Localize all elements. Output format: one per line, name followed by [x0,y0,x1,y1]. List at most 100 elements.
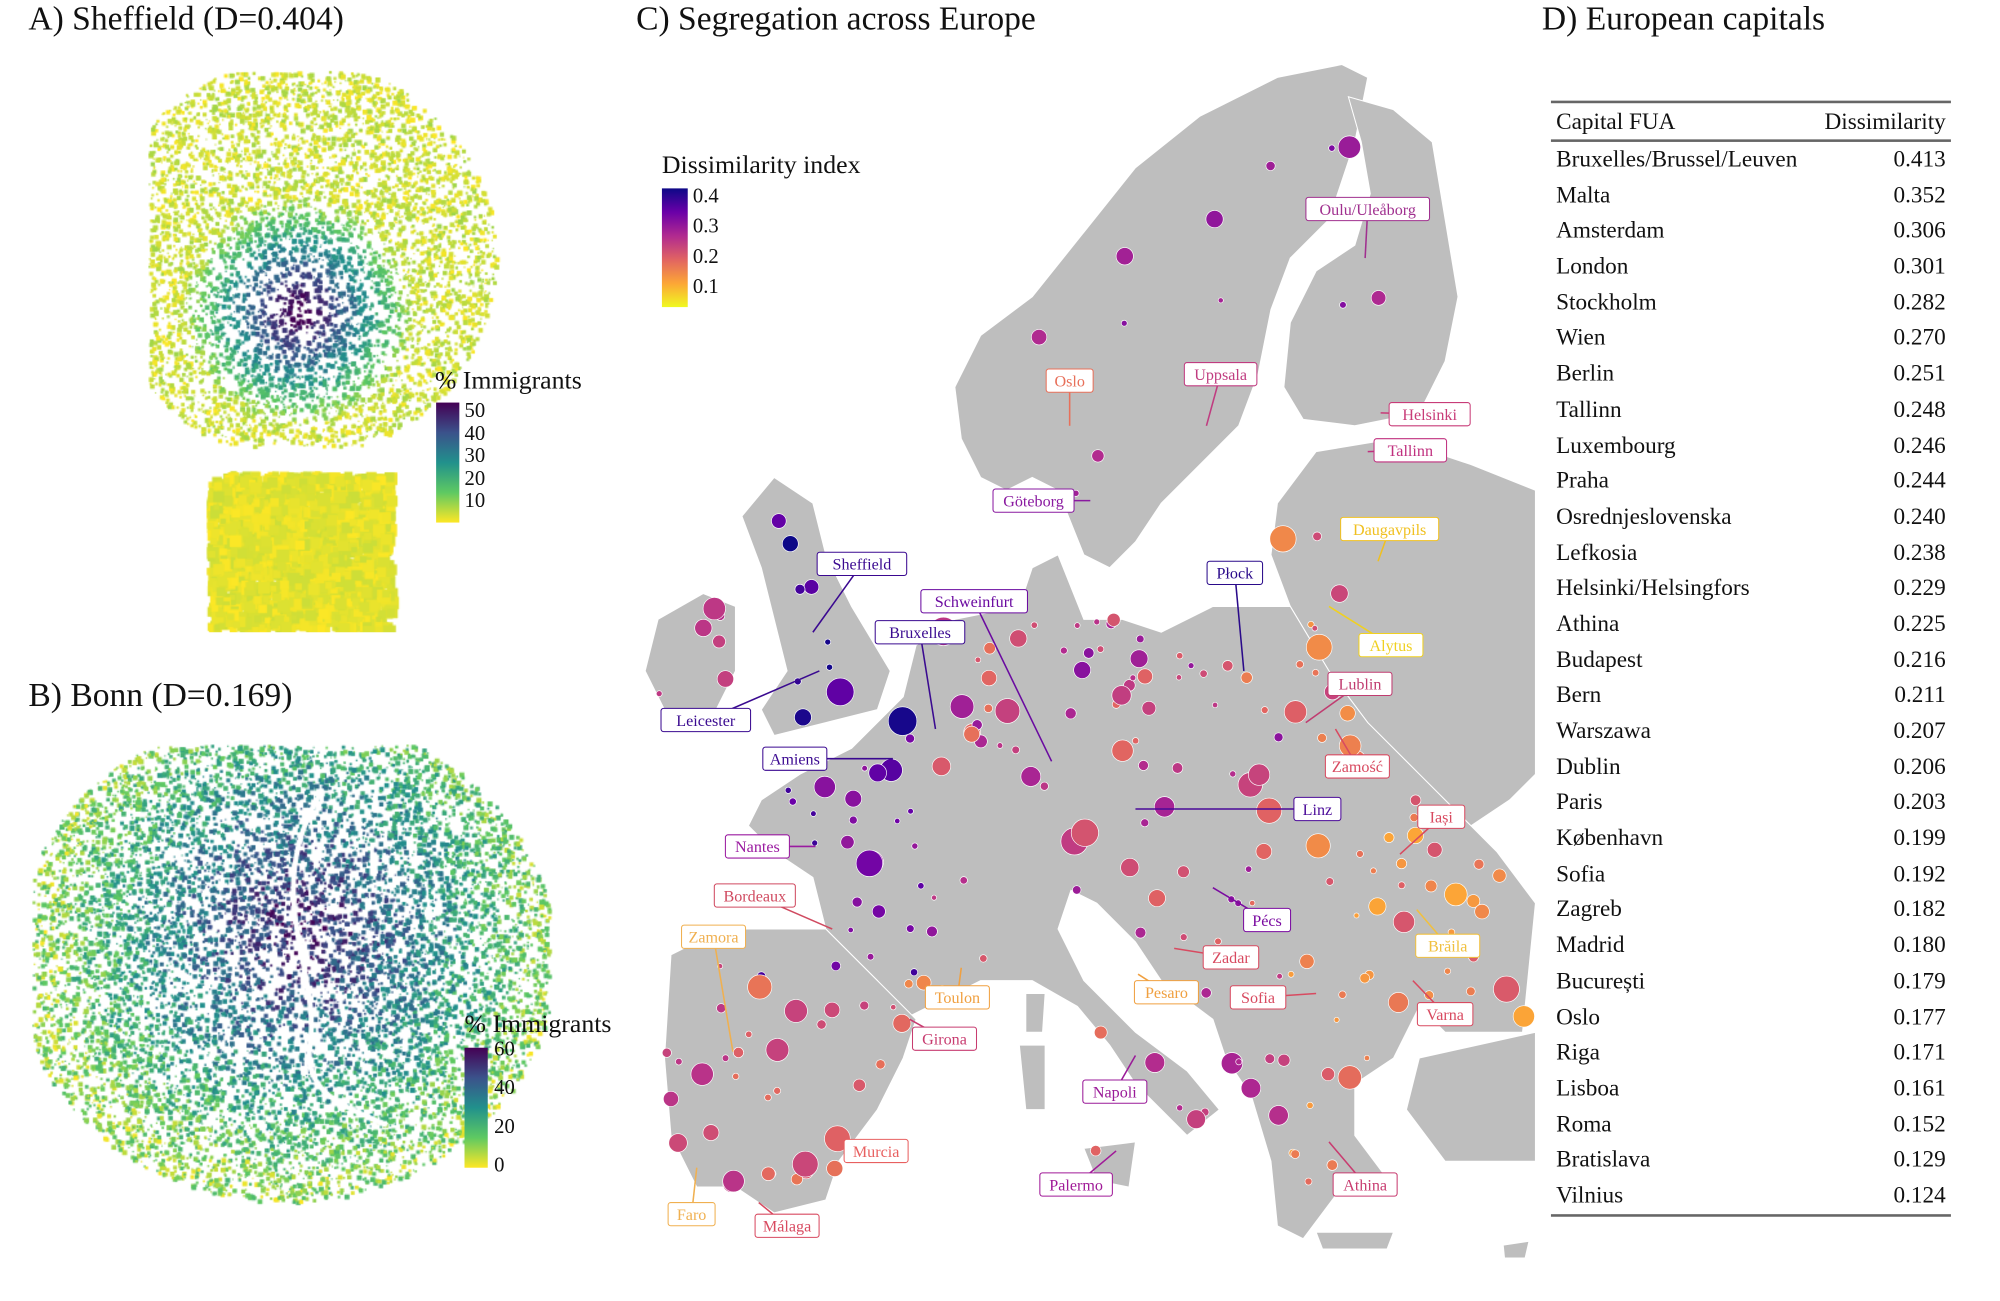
fua-area [1424,990,1434,1001]
dissimilarity-value: 0.179 [1893,967,1946,994]
capital-name: Bern [1556,681,1602,708]
fua-area [1200,987,1212,999]
table-row: Malta 0.352 [1551,178,1951,214]
fua-area [1186,1109,1206,1129]
fua-area [1333,1016,1340,1023]
fua-area [655,690,663,697]
table-row: Zagreb 0.182 [1551,892,1951,928]
fua-area [890,1004,897,1011]
fua-area [690,1062,714,1086]
table-row: København 0.199 [1551,821,1951,857]
fua-area [1368,897,1387,916]
city-name: Amiens [770,752,820,769]
sheffield-map [70,64,510,633]
table-row: Bern 0.211 [1551,678,1951,714]
fua-area [868,763,887,783]
fua-area [1512,1005,1535,1028]
fua-area [1359,972,1370,984]
fua-area [1111,739,1134,762]
capital-name: Amsterdam [1556,217,1665,244]
table-row: Dublin 0.206 [1551,749,1951,785]
label-box [1039,1172,1113,1197]
legend-tick-label: 0.4 [692,185,719,208]
label-box [713,883,796,908]
city-label: Athina [1328,1141,1398,1197]
fua-area [1392,910,1416,933]
land-corsica [1025,993,1046,1033]
panel-a-title: A) Sheffield (D=0.404) [28,0,344,38]
fua-area [824,1001,841,1018]
fua-area [1311,625,1318,632]
table-row: Tallinn 0.248 [1551,392,1951,428]
fua-area [668,1133,688,1153]
table-row: Praha 0.244 [1551,463,1951,499]
fua-area [892,1013,912,1033]
dissimilarity-value: 0.244 [1893,467,1946,494]
capital-name: Budapest [1556,645,1643,672]
table-row: Vilnius 0.124 [1551,1178,1951,1214]
label-box [1416,1002,1474,1027]
capital-name: København [1556,824,1664,851]
fua-area [1141,700,1157,716]
fua-area [761,1166,776,1181]
city-name: Nantes [735,839,780,856]
fua-area [1312,531,1322,542]
label-box [920,589,1028,614]
header-dissimilarity: Dissimilarity [1824,108,1946,135]
city-label: Płock [1206,560,1264,672]
label-box [816,551,908,576]
dissimilarity-value: 0.225 [1893,610,1946,637]
dissimilarity-value: 0.240 [1893,503,1946,529]
fua-area [1328,144,1336,152]
fua-area [1407,827,1424,844]
fua-area [1120,319,1128,327]
land-scandinavia [954,63,1369,569]
table-row: Riga 0.171 [1551,1035,1951,1071]
dissimilarity-value: 0.251 [1893,360,1946,386]
legend-tick-label: 40 [464,422,486,445]
city-name: Athina [1343,1177,1387,1194]
fua-area [765,1038,790,1062]
fua-area [926,925,938,938]
leader-line [1234,572,1245,672]
sheffield-colorbar [436,402,460,523]
city-label: Palermo [1039,1150,1117,1197]
panel-b-title: B) Bonn (D=0.169) [28,676,293,714]
leader-line [712,936,734,1052]
bonn-legend-title: % Immigrants [464,1010,612,1039]
fua-area [1064,707,1077,720]
city-label: Amiens [762,746,893,771]
label-box [924,985,990,1010]
capital-name: Bratislava [1556,1146,1651,1172]
fua-area [1260,706,1269,714]
city-name: Pécs [1252,913,1282,930]
fua-area [1240,1078,1262,1099]
fua-area [1177,865,1190,878]
capital-name: Vilnius [1556,1181,1624,1208]
city-name: Bordeaux [724,888,787,905]
fua-area [907,808,914,815]
fua-area [1295,660,1304,669]
city-label: Leicester [660,670,820,733]
fua-area [1072,885,1082,895]
fua-area [1187,662,1195,669]
dissimilarity-value: 0.270 [1893,324,1946,351]
city-name: Faro [677,1207,707,1224]
city-name: Zamora [688,930,738,947]
leader-line [973,600,1053,762]
city-label: Zadar [1174,945,1260,970]
fua-area [1132,737,1140,745]
sheffield-legend-title: % Immigrants [434,366,582,395]
label-box [1183,362,1258,387]
city-name: Iași [1430,810,1454,827]
city-label: Sofia [1229,985,1317,1010]
fua-area [1245,865,1253,873]
fua-area [852,1078,866,1092]
label-box [1388,402,1471,427]
label-box [843,1138,909,1164]
city-name: Uppsala [1194,367,1247,384]
capital-name: Paris [1556,788,1603,815]
label-box [911,1026,978,1051]
fua-area [784,786,792,794]
panel-d-title: D) European capitals [1541,0,1826,38]
